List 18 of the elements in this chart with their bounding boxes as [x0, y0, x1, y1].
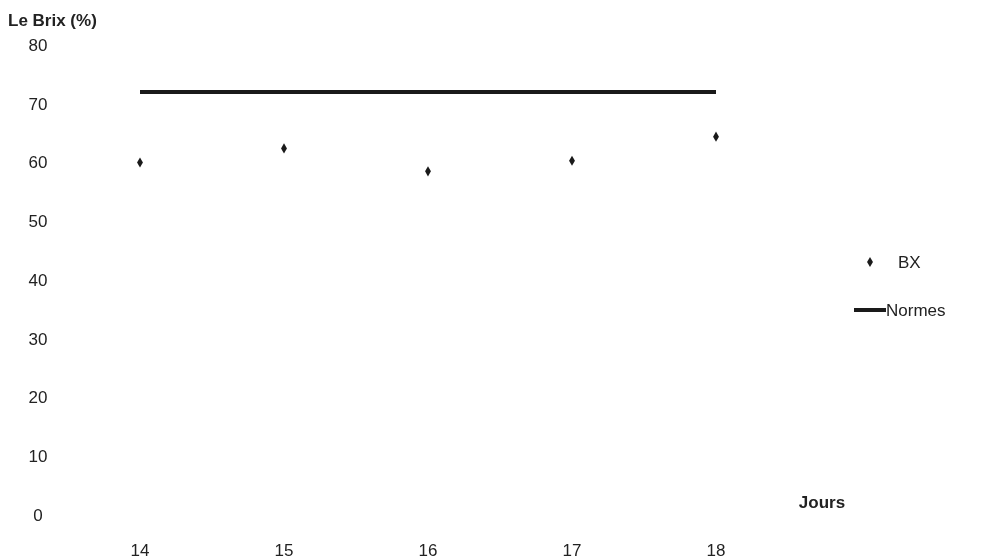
x-tick-label: 16	[418, 540, 438, 560]
x-axis-title: Jours	[798, 493, 846, 512]
y-tick-label: 30	[28, 329, 48, 349]
y-tick-label: 60	[28, 153, 48, 173]
x-tick-label: 17	[562, 540, 582, 560]
y-tick-label: 10	[28, 447, 48, 467]
y-tick-label: 0	[33, 505, 43, 525]
y-tick-label: 80	[28, 35, 48, 55]
y-tick-label: 40	[28, 270, 48, 290]
x-tick-label: 15	[274, 540, 294, 560]
y-tick-label: 50	[28, 212, 48, 232]
legend-label: BX	[898, 252, 921, 272]
legend-label: Normes	[886, 300, 946, 320]
x-tick-label: 18	[706, 540, 726, 560]
y-tick-label: 20	[28, 388, 48, 408]
x-tick-label: 14	[130, 540, 150, 560]
y-tick-label: 70	[28, 94, 48, 114]
y-axis-title: Le Brix (%)	[8, 11, 97, 30]
